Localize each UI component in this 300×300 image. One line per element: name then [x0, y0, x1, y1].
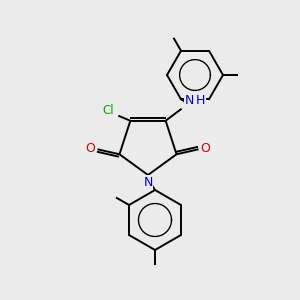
Text: Cl: Cl — [103, 104, 114, 117]
Text: H: H — [196, 94, 205, 107]
Text: O: O — [201, 142, 211, 155]
Text: N: N — [143, 176, 153, 188]
Text: N: N — [184, 94, 194, 107]
Text: O: O — [85, 142, 95, 155]
